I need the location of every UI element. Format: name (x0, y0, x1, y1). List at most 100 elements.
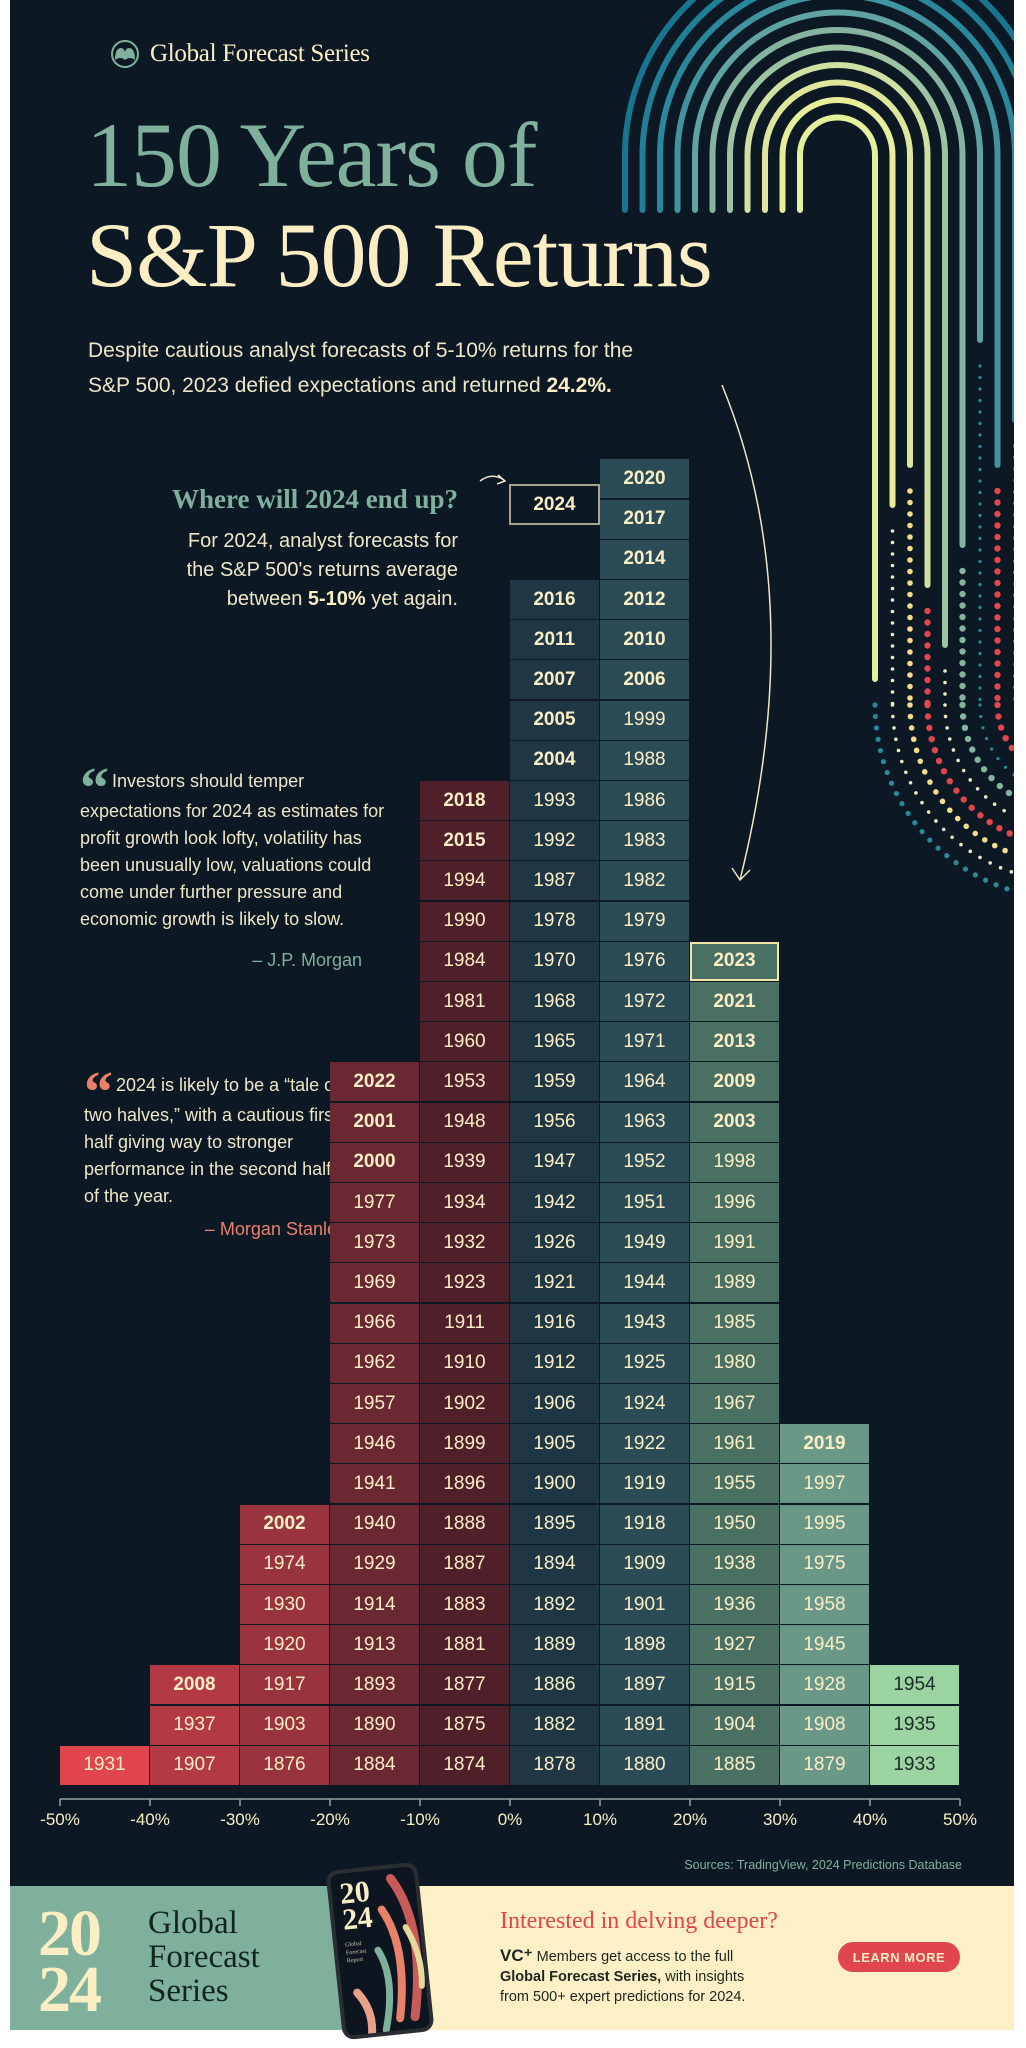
year-cell-1891: 1891 (600, 1705, 689, 1745)
year-cell-1956: 1956 (510, 1102, 599, 1142)
year-cell-1918: 1918 (600, 1504, 689, 1544)
dotted-arc (890, 529, 1014, 874)
year-cell-1997: 1997 (780, 1464, 869, 1504)
year-cell-1987: 1987 (510, 861, 599, 901)
year-cell-1949: 1949 (600, 1223, 689, 1263)
quote-mark-icon: “ (84, 1059, 113, 1124)
x-tick-label: 10% (582, 1810, 618, 1829)
title-line-1: 150 Years of (86, 104, 538, 206)
year-cell-1875: 1875 (420, 1705, 509, 1745)
year-cell-1880: 1880 (600, 1745, 689, 1785)
year-cell-1925: 1925 (600, 1343, 689, 1383)
year-cell-1970: 1970 (510, 941, 599, 981)
year-cell-2004: 2004 (510, 740, 599, 780)
year-cell-1896: 1896 (420, 1464, 509, 1504)
year-cell-1936: 1936 (690, 1585, 779, 1624)
year-cell-1881: 1881 (420, 1625, 509, 1665)
year-cell-1883: 1883 (420, 1585, 509, 1624)
year-cell-1922: 1922 (600, 1424, 689, 1464)
year-cell-1952: 1952 (600, 1142, 689, 1182)
year-cell-1991: 1991 (690, 1223, 779, 1263)
year-cell-1911: 1911 (420, 1303, 509, 1343)
year-cell-1951: 1951 (600, 1183, 689, 1222)
arch-line (709, 27, 966, 548)
dotted-arc (994, 487, 1014, 752)
arrow-to-2023 (721, 384, 772, 881)
arch-line (779, 97, 896, 508)
year-cell-1876: 1876 (240, 1745, 329, 1785)
year-cell-1906: 1906 (510, 1384, 599, 1423)
subtitle-line-1: Despite cautious analyst forecasts of 5-… (88, 339, 634, 362)
x-tick-label: 30% (762, 1810, 798, 1829)
year-cell-1884: 1884 (330, 1745, 419, 1785)
year-cell-1874: 1874 (420, 1745, 509, 1785)
quote-text: 2024 is likely to be a “tale of two halv… (84, 1075, 340, 1206)
phone-report-image: 20 24 Global Forecast Report (325, 1861, 435, 2041)
series-name: Global Forecast Series (148, 1906, 260, 2008)
year-cell-1998: 1998 (690, 1142, 779, 1182)
arch-line (744, 62, 931, 588)
year-cell-1962: 1962 (330, 1343, 419, 1383)
year-cell-1915: 1915 (690, 1665, 779, 1705)
year-top: 20 (38, 1897, 102, 1970)
footer-series-block: 20 24 Global Forecast Series (10, 1886, 377, 2030)
year-cell-1969: 1969 (330, 1263, 419, 1303)
year-cell-2013: 2013 (690, 1022, 779, 1062)
x-tick-label: -30% (220, 1810, 260, 1829)
year-cell-2007: 2007 (510, 660, 599, 700)
year-cell-1941: 1941 (330, 1464, 419, 1504)
annotation-arrows (59, 384, 961, 1806)
cta-line-3: from 500+ expert predictions for 2024. (500, 1989, 746, 2005)
x-axis (59, 1798, 961, 1806)
series-line-3: Series (148, 1973, 229, 2009)
year-cell-1939: 1939 (420, 1142, 509, 1182)
year-cell-1944: 1944 (600, 1263, 689, 1303)
learn-more-button[interactable]: LEARN MORE (838, 1942, 960, 1972)
year-cell-2021: 2021 (690, 982, 779, 1021)
year-cell-1974: 1974 (240, 1544, 329, 1584)
x-tick-label: 40% (852, 1810, 888, 1829)
year-cell-1887: 1887 (420, 1544, 509, 1584)
cta-heading: Interested in delving deeper? (500, 1908, 778, 1934)
x-tick-label: -40% (130, 1810, 170, 1829)
year-cell-1931: 1931 (60, 1745, 149, 1785)
year-cell-1923: 1923 (420, 1263, 509, 1303)
phone-year-bottom: 24 (340, 1900, 375, 1937)
year-cell-1885: 1885 (690, 1745, 779, 1785)
year-cell-1938: 1938 (690, 1544, 779, 1584)
title-line-2: S&P 500 Returns (86, 204, 713, 306)
year-cell-2006: 2006 (600, 660, 689, 700)
year-cell-1904: 1904 (690, 1705, 779, 1745)
arch-line (692, 9, 983, 343)
year-cell-2005: 2005 (510, 700, 599, 740)
x-tick-label: 50% (942, 1810, 978, 1829)
year-2024-logo: 20 24 (38, 1897, 102, 2023)
x-tick-label: 0% (497, 1810, 523, 1829)
year-cell-2017: 2017 (600, 499, 689, 539)
year-cell-1989: 1989 (690, 1263, 779, 1303)
year-cell-1897: 1897 (600, 1665, 689, 1705)
year-cell-1979: 1979 (600, 901, 689, 941)
quote-morgan-stanley: “2024 is likely to be a “tale of two hal… (84, 1063, 346, 1243)
year-cell-2008: 2008 (150, 1665, 239, 1705)
year-cell-1966: 1966 (330, 1303, 419, 1343)
quote-mark-icon: “ (80, 755, 109, 820)
year-cell-1977: 1977 (330, 1183, 419, 1222)
binoculars-logo-icon (111, 40, 139, 68)
arch-line (727, 44, 948, 648)
quote-author: – Morgan Stanley (204, 1219, 346, 1239)
year-cell-1893: 1893 (330, 1665, 419, 1705)
phone-year: 20 24 (338, 1875, 375, 1937)
year-cell-1929: 1929 (330, 1544, 419, 1584)
year-cell-1942: 1942 (510, 1183, 599, 1222)
year-cell-1888: 1888 (420, 1504, 509, 1544)
year-cell-1940: 1940 (330, 1504, 419, 1544)
quote-author: – J.P. Morgan (252, 950, 362, 970)
subtitle-line-2: S&P 500, 2023 defied expectations and re… (88, 374, 547, 397)
arch-line (674, 0, 1001, 468)
year-cell-1895: 1895 (510, 1504, 599, 1544)
year-cell-1919: 1919 (600, 1464, 689, 1504)
year-cell-2002: 2002 (240, 1504, 329, 1544)
year-cell-1894: 1894 (510, 1544, 599, 1584)
dotted-arc (872, 702, 1010, 892)
